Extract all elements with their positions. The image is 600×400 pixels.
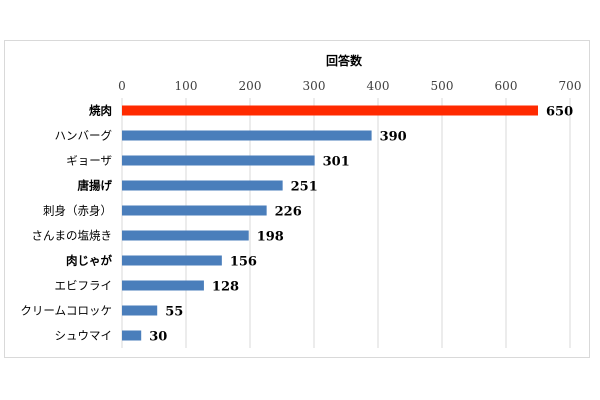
- category-label: シュウマイ: [55, 329, 113, 343]
- bar: [122, 205, 267, 216]
- category-label: クリームコロッケ: [20, 304, 112, 318]
- data-label: 128: [212, 280, 239, 295]
- x-tick-label: 200: [239, 79, 262, 93]
- x-axis-ticks: 0 100 200 300 400 500 600 700: [118, 79, 581, 93]
- bar: [122, 330, 142, 341]
- data-label: 198: [257, 230, 284, 245]
- bar: [122, 130, 372, 141]
- category-label: さんまの塩焼き: [32, 229, 113, 243]
- category-label: 唐揚げ: [77, 179, 113, 193]
- bar: [122, 180, 283, 191]
- data-label: 650: [546, 105, 573, 120]
- data-label: 390: [380, 130, 407, 145]
- data-label: 251: [291, 180, 318, 195]
- category-label: ハンバーグ: [55, 129, 113, 143]
- x-tick-label: 400: [367, 79, 390, 93]
- bar: [122, 280, 204, 291]
- data-label: 30: [149, 330, 167, 345]
- data-label: 301: [323, 155, 350, 170]
- bar: [122, 255, 222, 266]
- x-tick-label: 600: [495, 79, 518, 93]
- data-label: 55: [165, 305, 183, 320]
- category-label: ギョーザ: [66, 154, 112, 168]
- chart-frame: [4, 40, 590, 358]
- bar: [122, 105, 538, 116]
- bar: [122, 305, 158, 316]
- x-tick-label: 300: [303, 79, 326, 93]
- bar: [122, 155, 315, 166]
- data-label: 156: [230, 255, 257, 270]
- bars: [122, 105, 538, 341]
- x-tick-label: 100: [175, 79, 198, 93]
- x-tick-label: 700: [559, 79, 582, 93]
- x-axis-title: 回答数: [326, 53, 363, 68]
- category-label: 肉じゃが: [66, 254, 112, 268]
- data-label: 226: [275, 205, 302, 220]
- x-tick-label: 0: [118, 79, 126, 93]
- category-label: 刺身（赤身）: [43, 204, 112, 218]
- bar: [122, 230, 249, 241]
- category-label: エビフライ: [55, 279, 113, 293]
- category-label: 焼肉: [89, 104, 112, 118]
- x-tick-label: 500: [431, 79, 454, 93]
